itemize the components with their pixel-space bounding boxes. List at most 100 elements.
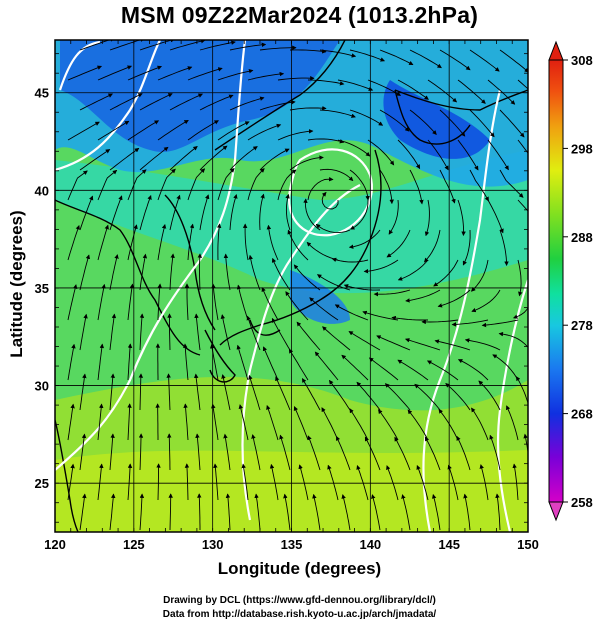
streamline <box>386 229 411 258</box>
x-tick-label: 125 <box>123 537 145 552</box>
streamline <box>139 93 173 111</box>
streamline <box>79 195 94 231</box>
streamline <box>193 373 201 411</box>
streamline <box>97 283 106 321</box>
streamline <box>394 436 411 471</box>
streamline <box>397 259 429 281</box>
streamline <box>236 284 249 321</box>
streamline <box>315 223 351 234</box>
streamline <box>197 493 202 530</box>
colorbar-min-triangle <box>548 501 564 522</box>
streamline <box>254 493 261 531</box>
coast-hokkaido <box>394 89 528 145</box>
streamline <box>487 199 504 234</box>
streamline <box>109 433 115 471</box>
streamline <box>127 463 133 501</box>
streamline <box>427 79 458 103</box>
streamline <box>277 129 314 141</box>
streamline <box>421 319 459 325</box>
streamline <box>138 433 144 471</box>
streamline <box>97 343 105 381</box>
x-tick-label: 120 <box>44 537 66 552</box>
streamline <box>327 464 339 501</box>
coast-shikoku <box>249 319 281 336</box>
streamline <box>499 49 528 73</box>
streamline <box>238 404 249 441</box>
streamline <box>404 338 441 351</box>
streamlines <box>67 40 528 531</box>
streamline <box>307 79 345 86</box>
streamline <box>341 494 351 531</box>
streamline <box>368 357 399 381</box>
streamline <box>350 199 369 230</box>
streamline <box>127 403 132 441</box>
colorbar-ticks: 308 298 288 278 268 258 <box>563 53 593 510</box>
streamline <box>287 229 309 261</box>
streamline <box>157 168 176 201</box>
x-axis-label: Longitude (degrees) <box>217 559 382 578</box>
streamline <box>199 94 234 111</box>
streamline <box>79 433 87 471</box>
streamline <box>322 326 351 351</box>
streamline <box>167 433 172 471</box>
streamline <box>337 139 371 157</box>
streamline <box>498 331 528 349</box>
streamline <box>109 313 117 351</box>
coast-russia <box>214 40 346 151</box>
x-axis-ticks: 120 125 130 135 140 145 150 <box>44 40 539 552</box>
streamline <box>319 109 356 118</box>
streamline <box>271 317 291 351</box>
streamline <box>331 257 369 263</box>
streamline <box>298 464 309 501</box>
streamline <box>259 45 297 51</box>
streamline <box>109 373 115 411</box>
streamline <box>271 257 291 291</box>
plot-area <box>55 40 528 532</box>
streamline <box>187 168 206 201</box>
colorbar-max-triangle <box>548 40 564 61</box>
streamline <box>184 463 190 501</box>
streamline <box>241 463 249 501</box>
streamline <box>67 121 100 141</box>
streamline <box>469 169 489 202</box>
streamline <box>217 167 235 201</box>
streamline <box>379 169 394 205</box>
streamline <box>424 199 430 237</box>
streamline <box>266 224 279 261</box>
streamline <box>67 403 75 441</box>
streamline <box>431 493 441 531</box>
streamline <box>127 343 133 381</box>
streamline <box>321 191 339 210</box>
streamline <box>279 434 291 471</box>
streamline <box>471 407 489 441</box>
streamline <box>356 464 369 501</box>
streamline <box>247 71 285 81</box>
streamline <box>479 464 489 501</box>
streamline <box>312 493 321 531</box>
streamline <box>127 224 138 261</box>
streamline <box>489 434 501 471</box>
streamline <box>79 149 111 171</box>
streamline <box>184 283 190 321</box>
streamline <box>307 435 321 471</box>
streamline <box>67 170 88 201</box>
streamline <box>139 146 169 171</box>
streamline <box>409 109 437 135</box>
streamline <box>236 344 249 381</box>
streamline <box>376 335 411 351</box>
streamline <box>97 403 104 441</box>
credit-data-source: Data from http://database.rish.kyoto-u.a… <box>162 609 437 620</box>
streamline <box>285 193 291 231</box>
streamline <box>523 433 528 456</box>
streamline <box>220 314 231 351</box>
streamline <box>229 146 258 171</box>
colorbar-tick-label: 288 <box>571 230 593 245</box>
streamline <box>371 494 381 531</box>
streamline <box>157 283 162 321</box>
streamline <box>471 289 501 313</box>
streamline <box>248 254 261 291</box>
streamline <box>217 69 254 81</box>
streamline <box>378 409 399 441</box>
streamline <box>183 403 189 441</box>
